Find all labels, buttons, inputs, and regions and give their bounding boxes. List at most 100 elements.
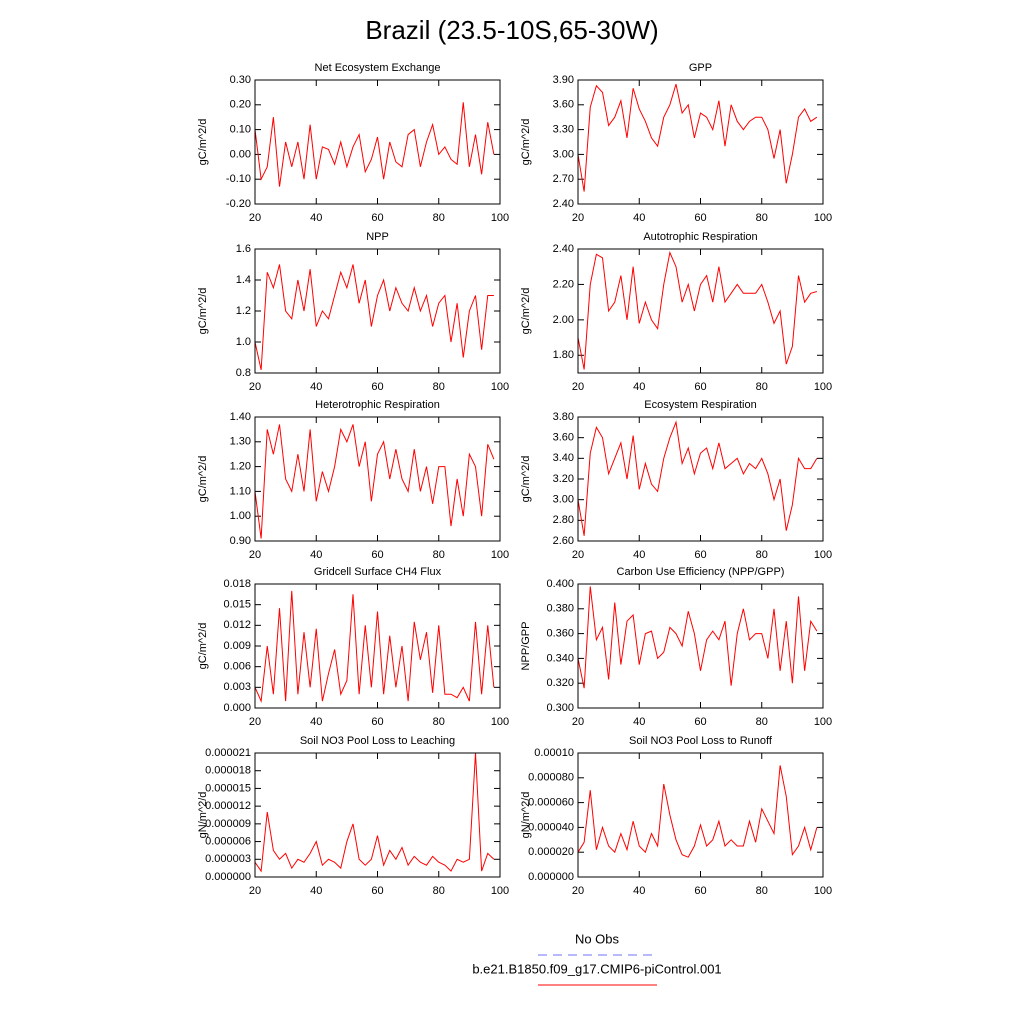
data-line (577, 586, 818, 689)
y-tick-label: 0.009 (223, 640, 251, 652)
panel-title: Soil NO3 Pool Loss to Runoff (629, 735, 773, 747)
y-tick-label: 1.4 (236, 274, 251, 286)
legend-label: b.e21.B1850.f09_g17.CMIP6-piControl.001 (472, 961, 721, 976)
y-tick-label: 0.003 (223, 681, 251, 693)
y-tick-label: 2.40 (553, 198, 574, 210)
x-tick-label: 40 (633, 885, 645, 897)
y-tick-label: 0.400 (546, 578, 574, 590)
y-tick-label: 1.6 (236, 243, 251, 255)
y-axis-label: gC/m^2/d (197, 456, 209, 503)
y-tick-label: 1.30 (230, 436, 251, 448)
x-tick-label: 60 (694, 549, 706, 561)
x-tick-label: 20 (249, 381, 261, 393)
y-tick-label: 0.340 (546, 652, 574, 664)
legend-label: No Obs (575, 931, 620, 946)
y-tick-label: 1.00 (230, 510, 251, 522)
y-tick-label: 3.80 (553, 411, 574, 423)
y-tick-label: 0.000021 (205, 747, 251, 759)
x-tick-label: 40 (633, 212, 645, 224)
panel-title: Ecosystem Respiration (644, 399, 757, 411)
x-tick-label: 100 (491, 212, 509, 224)
plot-frame (577, 248, 824, 374)
y-tick-label: 0.000009 (205, 818, 251, 830)
x-tick-label: 80 (433, 212, 445, 224)
x-tick-label: 20 (572, 212, 584, 224)
x-tick-label: 80 (756, 549, 768, 561)
y-tick-label: 0.10 (230, 124, 251, 136)
y-axis-label: gC/m^2/d (520, 288, 532, 335)
plot-frame (254, 248, 501, 374)
x-tick-label: 60 (371, 885, 383, 897)
x-tick-label: 40 (310, 381, 322, 393)
y-tick-label: 0.360 (546, 628, 574, 640)
panel-title: NPP (366, 231, 389, 243)
x-tick-label: 40 (310, 212, 322, 224)
x-tick-label: 20 (572, 381, 584, 393)
x-tick-label: 80 (756, 212, 768, 224)
x-tick-label: 20 (249, 212, 261, 224)
data-line (254, 264, 494, 371)
y-tick-label: 2.70 (553, 173, 574, 185)
y-tick-label: 3.40 (553, 452, 574, 464)
y-tick-label: 0.018 (223, 578, 251, 590)
x-tick-label: 20 (249, 885, 261, 897)
data-line (577, 250, 818, 370)
y-tick-label: 3.30 (553, 124, 574, 136)
x-tick-label: 40 (633, 381, 645, 393)
y-tick-label: 3.00 (553, 148, 574, 160)
x-tick-label: 20 (249, 549, 261, 561)
plot-frame (254, 752, 501, 878)
x-tick-label: 20 (249, 716, 261, 728)
y-tick-label: 3.60 (553, 432, 574, 444)
x-tick-label: 80 (433, 381, 445, 393)
y-tick-label: 2.20 (553, 278, 574, 290)
x-tick-label: 100 (491, 381, 509, 393)
y-tick-label: 0.000080 (528, 772, 574, 784)
y-tick-label: 0.006 (223, 661, 251, 673)
y-tick-label: 2.00 (553, 314, 574, 326)
x-tick-label: 100 (491, 716, 509, 728)
x-tick-label: 20 (572, 549, 584, 561)
y-tick-label: -0.20 (226, 198, 251, 210)
y-tick-label: 1.80 (553, 349, 574, 361)
y-tick-label: 0.380 (546, 603, 574, 615)
y-tick-label: 2.40 (553, 243, 574, 255)
y-tick-label: 0.90 (230, 535, 251, 547)
y-axis-label: gC/m^2/d (520, 119, 532, 166)
y-tick-label: 3.20 (553, 473, 574, 485)
y-tick-label: 2.80 (553, 514, 574, 526)
plot-frame (577, 79, 824, 205)
y-tick-label: 0.30 (230, 74, 251, 86)
y-axis-label: gC/m^2/d (197, 119, 209, 166)
x-tick-label: 60 (371, 549, 383, 561)
x-tick-label: 60 (371, 381, 383, 393)
y-axis-label: gC/m^2/d (197, 623, 209, 670)
x-tick-label: 80 (756, 885, 768, 897)
x-tick-label: 60 (694, 212, 706, 224)
y-axis-label: gN/m^2/d (197, 792, 209, 839)
x-tick-label: 80 (756, 381, 768, 393)
y-tick-label: 3.60 (553, 99, 574, 111)
y-tick-label: 0.000 (223, 702, 251, 714)
y-tick-label: 1.0 (236, 336, 251, 348)
figure-title: Brazil (23.5-10S,65-30W) (365, 15, 658, 45)
x-tick-label: 80 (433, 549, 445, 561)
data-line (577, 83, 818, 192)
plot-frame (254, 583, 501, 709)
y-axis-label: gN/m^2/d (520, 792, 532, 839)
x-tick-label: 100 (491, 885, 509, 897)
y-tick-label: 0.320 (546, 677, 574, 689)
y-tick-label: 0.300 (546, 702, 574, 714)
y-tick-label: 0.8 (236, 367, 251, 379)
y-tick-label: 2.60 (553, 535, 574, 547)
y-tick-label: 0.000006 (205, 835, 251, 847)
y-axis-label: gC/m^2/d (197, 288, 209, 335)
y-tick-label: 1.10 (230, 485, 251, 497)
plot-frame (577, 752, 824, 878)
plot-frame (254, 79, 501, 205)
y-tick-label: 0.00 (230, 148, 251, 160)
x-tick-label: 40 (633, 549, 645, 561)
panel-title: Net Ecosystem Exchange (315, 62, 441, 74)
data-line (254, 590, 495, 704)
x-tick-label: 60 (694, 716, 706, 728)
